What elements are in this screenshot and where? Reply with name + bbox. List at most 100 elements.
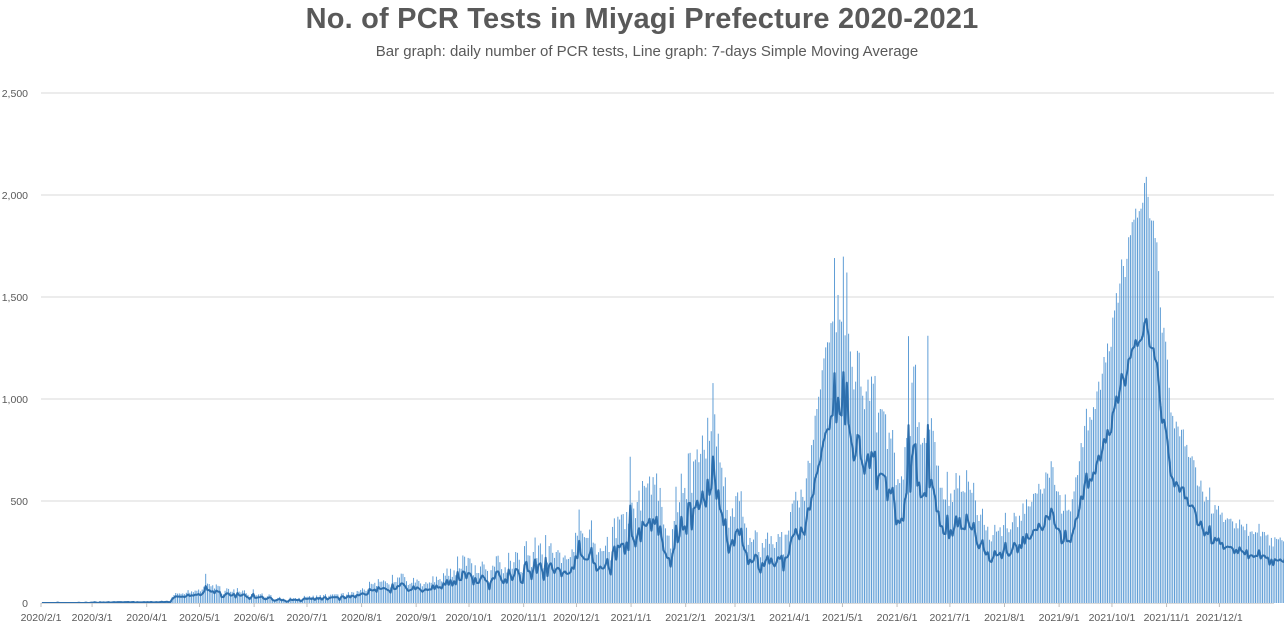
bar xyxy=(788,530,790,603)
bar xyxy=(404,577,406,603)
bar xyxy=(353,592,355,603)
bar xyxy=(203,586,205,603)
bar xyxy=(1011,522,1013,603)
bar xyxy=(361,588,363,603)
bar xyxy=(707,417,709,603)
bar xyxy=(1247,535,1249,603)
bar xyxy=(791,503,793,603)
bar xyxy=(844,335,846,603)
bar xyxy=(1198,486,1200,603)
bar xyxy=(439,579,441,603)
bar xyxy=(749,537,751,603)
bar xyxy=(576,535,578,603)
bar xyxy=(996,531,998,603)
bar xyxy=(856,350,858,603)
bar xyxy=(908,336,909,603)
bar xyxy=(1203,501,1205,603)
bar xyxy=(543,568,545,603)
bar xyxy=(863,409,865,603)
bar xyxy=(936,465,938,603)
bar xyxy=(1154,238,1156,604)
bar xyxy=(1209,487,1211,603)
bar xyxy=(1089,417,1091,603)
axes: 0 500 1,000 1,500 2,000 2,500 2020/2/1 2020/3/1… xyxy=(2,88,1274,624)
bar xyxy=(1073,491,1075,603)
bar xyxy=(1034,493,1036,603)
bar xyxy=(198,589,200,603)
bar xyxy=(242,590,244,603)
bar xyxy=(344,596,346,603)
bar xyxy=(1158,271,1160,603)
bar xyxy=(950,493,952,603)
bar xyxy=(594,543,596,603)
bar xyxy=(1228,519,1230,603)
bar xyxy=(828,342,830,603)
bar xyxy=(243,590,245,603)
bar xyxy=(317,596,319,603)
bar xyxy=(795,491,797,603)
bar xyxy=(192,592,194,603)
bar xyxy=(1084,425,1086,603)
bar xyxy=(1281,540,1283,603)
bar xyxy=(999,527,1001,603)
bar xyxy=(381,581,383,603)
bar xyxy=(266,596,268,603)
bar xyxy=(443,573,444,603)
y-tick-label: 0 xyxy=(22,598,28,610)
bar xyxy=(1244,530,1246,603)
bar xyxy=(1054,484,1056,603)
bar xyxy=(719,462,721,603)
bar xyxy=(1214,505,1216,603)
bar xyxy=(249,596,251,603)
chart-title: No. of PCR Tests in Miyagi Prefecture 20… xyxy=(305,3,979,35)
bar xyxy=(1061,513,1063,603)
bar xyxy=(964,492,966,603)
bar xyxy=(1233,528,1235,603)
bar xyxy=(1029,506,1031,603)
bar xyxy=(471,563,473,603)
bar xyxy=(786,534,788,603)
bar xyxy=(356,590,358,603)
bar xyxy=(430,582,432,603)
bar xyxy=(598,552,599,603)
bar xyxy=(635,518,636,603)
bar xyxy=(346,594,348,603)
bar xyxy=(830,323,832,603)
bar xyxy=(173,595,175,603)
bar xyxy=(735,496,737,603)
bar xyxy=(661,506,663,603)
bar xyxy=(1159,307,1161,603)
bar xyxy=(1018,515,1020,603)
bar xyxy=(989,539,991,603)
bar xyxy=(849,351,851,603)
bar xyxy=(1022,503,1024,603)
bar xyxy=(686,499,688,603)
bar xyxy=(455,575,457,603)
bar xyxy=(656,473,658,603)
bar xyxy=(1168,387,1170,603)
bar xyxy=(960,491,962,603)
bar xyxy=(1059,495,1061,603)
bar xyxy=(441,581,443,603)
bar xyxy=(818,396,820,603)
bar xyxy=(645,487,647,603)
bar xyxy=(606,536,608,603)
x-tick-label: 2021/2/1 xyxy=(665,612,706,624)
bar xyxy=(723,486,725,603)
bar xyxy=(1188,456,1190,603)
bar xyxy=(1131,222,1133,603)
bar xyxy=(268,594,270,603)
bar xyxy=(374,582,376,603)
bar xyxy=(372,584,374,603)
bar xyxy=(194,590,196,603)
bar xyxy=(1070,511,1072,603)
bar xyxy=(546,562,548,603)
bar xyxy=(1267,534,1269,603)
bar xyxy=(1017,527,1019,603)
bar xyxy=(222,594,224,603)
bar xyxy=(893,452,895,603)
bar xyxy=(210,586,212,603)
bar xyxy=(805,478,807,603)
bar xyxy=(553,557,555,603)
bar xyxy=(561,563,562,603)
